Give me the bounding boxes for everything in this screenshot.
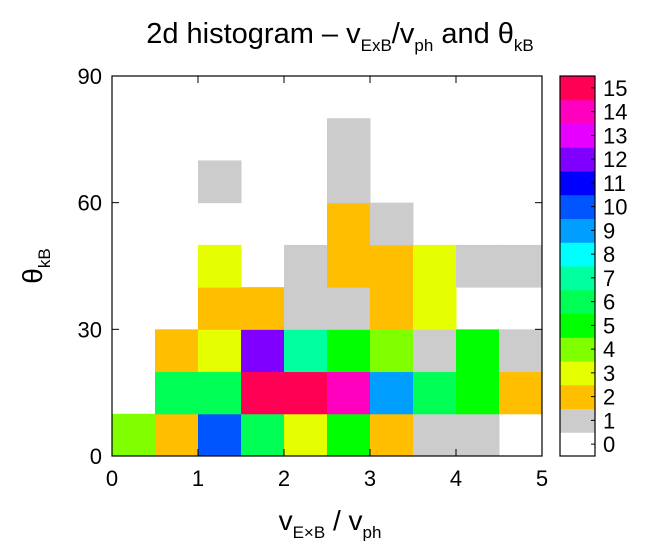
colorbar-frame — [559, 75, 596, 457]
colorbar-tick-label: 2 — [603, 385, 615, 410]
colorbar-tick-label: 5 — [603, 313, 615, 338]
histogram-cell — [499, 371, 543, 415]
histogram-cell — [456, 329, 500, 373]
colorbar-tick-label: 7 — [603, 266, 615, 291]
histogram-cell — [370, 329, 414, 373]
histogram-cell — [155, 371, 199, 415]
colorbar-tick-label: 8 — [603, 242, 615, 267]
colorbar-segment — [560, 171, 595, 196]
x-tick-label: 1 — [192, 466, 204, 491]
colorbar-tick-label: 0 — [603, 432, 615, 457]
histogram-cell — [413, 329, 457, 373]
colorbar-tick-label: 14 — [603, 100, 627, 125]
colorbar-tick-label: 11 — [603, 171, 626, 196]
histogram-cell — [327, 160, 371, 204]
colorbar-tick-label: 1 — [603, 408, 615, 433]
colorbar-segment — [560, 313, 595, 338]
colorbar-tick-label: 10 — [603, 195, 627, 220]
y-tick-label: 60 — [78, 191, 102, 216]
histogram-cells — [112, 118, 543, 457]
colorbar-segment — [560, 361, 595, 386]
y-axis-label: θkB — [17, 248, 54, 283]
y-tick-label: 30 — [78, 317, 102, 342]
colorbar-tick-label: 12 — [603, 147, 627, 172]
histogram-cell — [456, 244, 500, 288]
histogram-cell — [284, 371, 328, 415]
colorbar-tick-label: 4 — [603, 337, 615, 362]
histogram-cell — [327, 287, 371, 330]
histogram-cell — [198, 160, 242, 204]
colorbar-tick-label: 6 — [603, 290, 615, 315]
histogram-cell — [112, 413, 156, 457]
plot-frame — [111, 75, 543, 457]
histogram-cell — [370, 371, 414, 415]
histogram-cell — [327, 118, 371, 161]
histogram-cell — [327, 371, 371, 415]
colorbar-segment — [560, 337, 595, 362]
chart-title: 2d histogram – vExB/vph and θkB — [146, 18, 534, 55]
colorbar — [560, 76, 595, 457]
histogram-cell — [370, 244, 414, 288]
y-tick-label: 0 — [90, 444, 102, 469]
colorbar-segment — [560, 242, 595, 267]
histogram-cell — [284, 329, 328, 373]
colorbar-segment — [560, 432, 595, 457]
histogram-cell — [241, 287, 285, 330]
colorbar-segment — [560, 99, 595, 124]
histogram-cell — [327, 244, 371, 288]
x-tick-label: 2 — [278, 466, 290, 491]
colorbar-segment — [560, 194, 595, 219]
colorbar-segment — [560, 408, 595, 433]
histogram-cell — [456, 413, 500, 457]
x-tick-label: 0 — [106, 466, 118, 491]
histogram-cell — [327, 202, 371, 246]
x-axis-label: vE×B / vph — [279, 505, 382, 541]
colorbar-segment — [560, 266, 595, 291]
colorbar-segment — [560, 123, 595, 148]
histogram-cell — [370, 287, 414, 330]
histogram-cell — [198, 371, 242, 415]
colorbar-tick-label: 3 — [603, 361, 615, 386]
colorbar-tick-label: 15 — [603, 76, 627, 101]
histogram-cell — [241, 329, 285, 373]
histogram-cell — [327, 413, 371, 457]
histogram-cell — [284, 287, 328, 330]
histogram-cell — [413, 413, 457, 457]
histogram-cell — [198, 413, 242, 457]
histogram-cell — [413, 244, 457, 288]
x-tick-label: 5 — [536, 466, 548, 491]
colorbar-segment — [560, 76, 595, 101]
x-tick-label: 3 — [364, 466, 376, 491]
x-tick-label: 4 — [450, 466, 462, 491]
histogram-cell — [198, 244, 242, 288]
histogram-cell — [241, 371, 285, 415]
colorbar-tick-label: 9 — [603, 218, 615, 243]
y-tick-label: 90 — [78, 64, 102, 89]
colorbar-segment — [560, 384, 595, 409]
histogram-cell — [413, 287, 457, 330]
colorbar-segment — [560, 218, 595, 243]
y-axis: 0 30 60 90 — [78, 64, 542, 469]
histogram-cell — [456, 371, 500, 415]
histogram-cell — [499, 329, 543, 373]
histogram-cell — [155, 413, 199, 457]
colorbar-segment — [560, 289, 595, 314]
histogram-cell — [370, 202, 414, 246]
histogram-cell — [327, 329, 371, 373]
histogram-cell — [284, 413, 328, 457]
histogram-cell — [370, 413, 414, 457]
histogram-cell — [284, 244, 328, 288]
x-axis: 0 1 2 3 4 5 — [106, 76, 548, 491]
histogram-cell — [198, 329, 242, 373]
colorbar-segment — [560, 147, 595, 172]
histogram-cell — [413, 371, 457, 415]
histogram-cell — [241, 413, 285, 457]
histogram-cell — [499, 244, 543, 288]
colorbar-tick-label: 13 — [603, 123, 627, 148]
histogram-cell — [155, 329, 199, 373]
histogram-cell — [198, 287, 242, 330]
